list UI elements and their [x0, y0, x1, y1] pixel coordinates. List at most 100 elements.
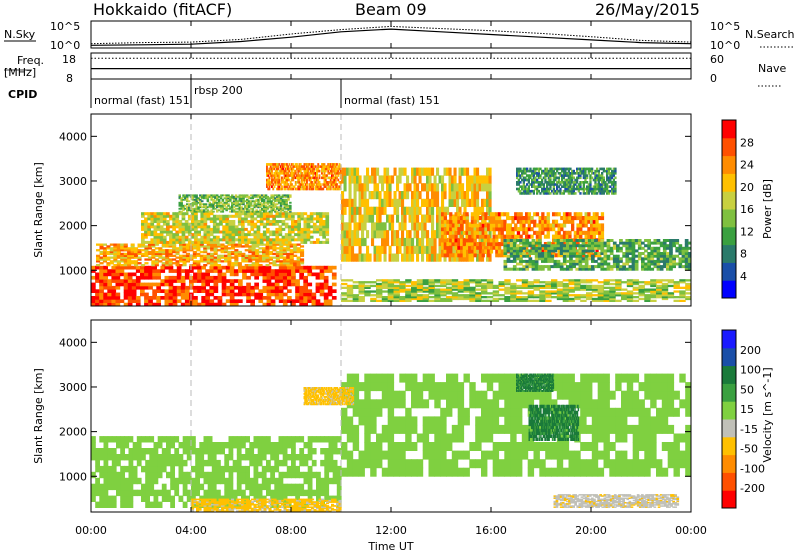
- heatmap-cell: [346, 198, 350, 207]
- heatmap-cell: [231, 204, 234, 207]
- heatmap-cell: [383, 222, 387, 231]
- heatmap-cell: [227, 260, 232, 263]
- heatmap-cell: [544, 244, 548, 248]
- heatmap-cell: [358, 222, 362, 231]
- heatmap-cell: [248, 247, 253, 250]
- heatmap-cell: [210, 262, 215, 265]
- heatmap-cell: [175, 220, 180, 223]
- heatmap-cell: [647, 267, 651, 271]
- heatmap-cell: [616, 267, 620, 271]
- heatmap-cell: [299, 167, 302, 171]
- heatmap-cell: [219, 238, 223, 242]
- heatmap-cell: [337, 172, 340, 175]
- heatmap-cell: [522, 189, 525, 193]
- heatmap-cell: [361, 237, 365, 247]
- heatmap-cell: [225, 238, 230, 242]
- heatmap-cell: [600, 267, 605, 271]
- heatmap-cell: [393, 297, 400, 301]
- heatmap-cell: [178, 201, 181, 204]
- heatmap-cell: [237, 264, 242, 267]
- heatmap-cell: [292, 172, 295, 175]
- heatmap-cell: [175, 235, 180, 239]
- heatmap-cell: [261, 204, 264, 207]
- heatmap-cell: [272, 178, 275, 182]
- heatmap-cell: [219, 210, 223, 213]
- heatmap-cell: [572, 259, 576, 263]
- heatmap-cell: [361, 183, 365, 192]
- heatmap-cell: [234, 194, 238, 197]
- heatmap-cell: [595, 249, 599, 254]
- heatmap-cell: [522, 178, 525, 182]
- heatmap-cell: [684, 257, 689, 261]
- heatmap-cell: [276, 203, 279, 206]
- heatmap-cell: [109, 260, 114, 263]
- heatmap-cell: [301, 178, 303, 182]
- heatmap-cell: [312, 169, 315, 173]
- heatmap-cell: [522, 259, 526, 263]
- heatmap-cell: [495, 223, 499, 228]
- heatmap-cell: [343, 198, 347, 207]
- heatmap-cell: [546, 234, 550, 239]
- heatmap-cell: [213, 243, 218, 246]
- heatmap-cell: [291, 222, 295, 226]
- heatmap-cell: [210, 198, 213, 201]
- heatmap-cell: [151, 245, 156, 248]
- heatmap-cell: [241, 240, 245, 244]
- heatmap-cell: [242, 210, 245, 213]
- heatmap-cell: [381, 284, 389, 288]
- heatmap-cell: [534, 259, 539, 263]
- heatmap-cell: [276, 187, 278, 191]
- heatmap-cell: [115, 275, 121, 280]
- heatmap-cell: [127, 285, 133, 290]
- heatmap-cell: [681, 246, 686, 250]
- heatmap-cell: [591, 239, 595, 242]
- heatmap-cell: [276, 207, 279, 210]
- heatmap-cell: [123, 249, 128, 252]
- heatmap-cell: [603, 262, 608, 266]
- heatmap-cell: [661, 282, 669, 286]
- heatmap-cell: [318, 176, 321, 180]
- heatmap-cell: [286, 176, 288, 180]
- heatmap-cell: [603, 294, 610, 297]
- heatmap-cell: [154, 260, 159, 263]
- heatmap-cell: [274, 209, 277, 212]
- heatmap-cell: [370, 284, 377, 288]
- heatmap-cell: [486, 299, 494, 302]
- heatmap-cell: [134, 249, 139, 252]
- heatmap-cell: [586, 296, 593, 299]
- heatmap-cell: [197, 230, 201, 234]
- heatmap-cell: [336, 169, 338, 173]
- heatmap-cell: [199, 198, 202, 201]
- heatmap-cell: [147, 258, 152, 261]
- heatmap-cell: [291, 302, 296, 306]
- heatmap-cell: [364, 294, 371, 297]
- heatmap-cell: [115, 302, 121, 306]
- heatmap-cell: [212, 203, 215, 206]
- heatmap-cell: [316, 230, 320, 234]
- heatmap-cell: [434, 281, 441, 284]
- heatmap-cell: [135, 265, 141, 270]
- heatmap-cell: [460, 245, 464, 250]
- heatmap-cell: [162, 227, 167, 231]
- heatmap-cell: [123, 289, 129, 293]
- heatmap-cell: [210, 194, 213, 197]
- heatmap-cell: [212, 200, 215, 203]
- heatmap-cell: [666, 252, 670, 255]
- heatmap-cell: [258, 260, 263, 263]
- heatmap-cell: [268, 201, 271, 204]
- heatmap-cell: [255, 254, 260, 257]
- heatmap-cell: [317, 165, 320, 168]
- heatmap-cell: [621, 292, 628, 295]
- heatmap-cell: [270, 204, 273, 207]
- heatmap-cell: [366, 175, 370, 184]
- heatmap-cell: [266, 203, 270, 206]
- heatmap-cell: [291, 299, 296, 303]
- heatmap-cell: [278, 220, 283, 223]
- heatmap-cell: [457, 253, 461, 258]
- heatmap-cell: [234, 260, 239, 263]
- heatmap-cell: [638, 284, 645, 288]
- heatmap-cell: [202, 195, 206, 198]
- heatmap-cell: [626, 290, 634, 293]
- heatmap-cell: [331, 183, 333, 186]
- heatmap-cell: [237, 233, 242, 237]
